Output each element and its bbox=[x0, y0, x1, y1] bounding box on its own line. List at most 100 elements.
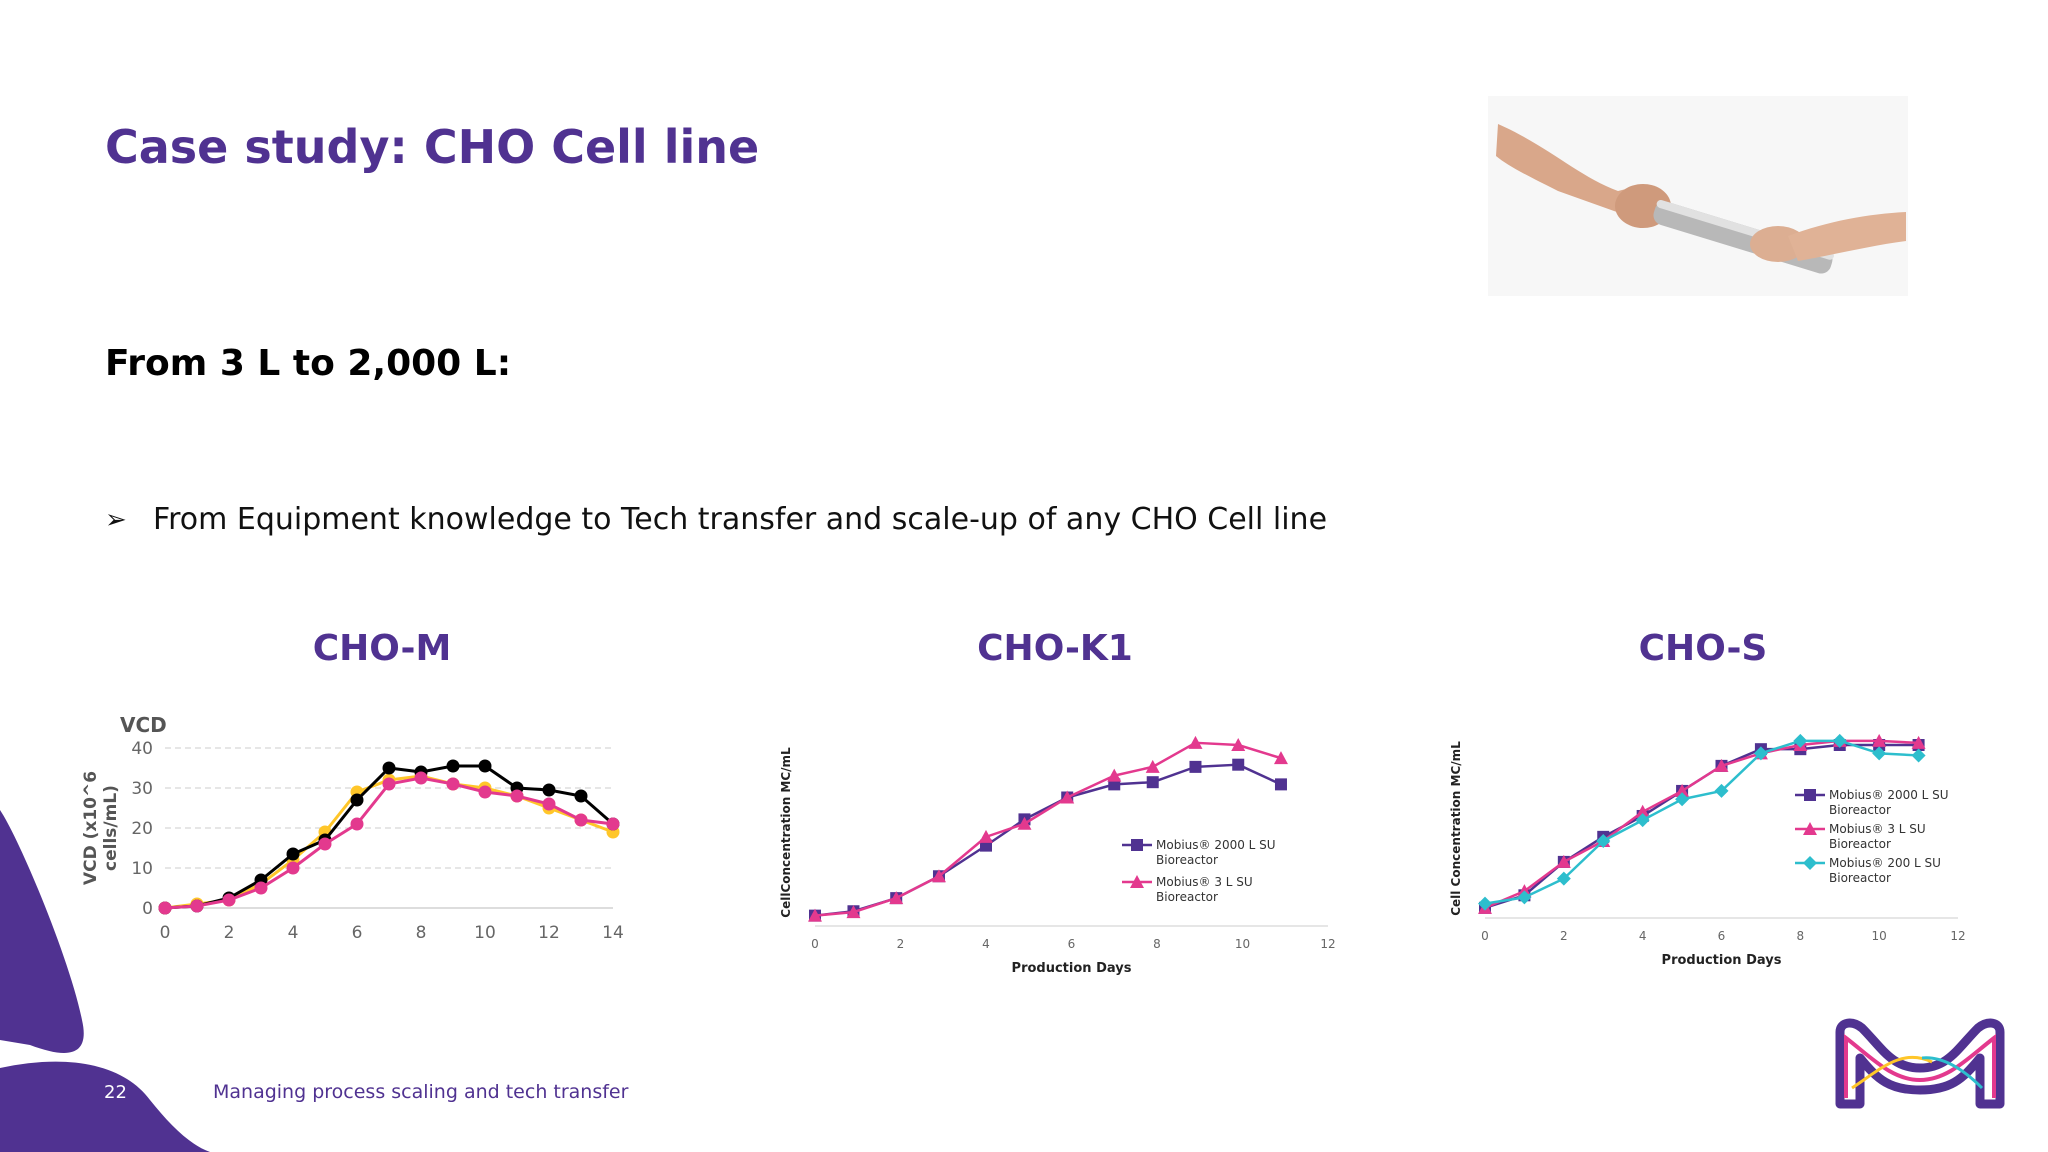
legend-label-line2: Bioreactor bbox=[1156, 853, 1218, 867]
bullet-text: From Equipment knowledge to Tech transfe… bbox=[153, 502, 1328, 537]
page-number: 22 bbox=[104, 1082, 127, 1103]
x-tick-label: 6 bbox=[352, 923, 363, 943]
x-tick-label: 4 bbox=[982, 937, 990, 951]
x-tick-label: 6 bbox=[1068, 937, 1076, 951]
chart-title-cho-s: CHO-S bbox=[1638, 628, 1768, 669]
section-subtitle: From 3 L to 2,000 L: bbox=[105, 343, 512, 384]
x-tick-label: 12 bbox=[1320, 937, 1335, 951]
data-point bbox=[1793, 733, 1808, 748]
data-point bbox=[1635, 804, 1650, 818]
legend-label-line2: Bioreactor bbox=[1829, 803, 1891, 817]
data-point bbox=[446, 777, 460, 791]
data-point bbox=[382, 777, 396, 791]
x-tick-label: 0 bbox=[1481, 929, 1489, 943]
data-point bbox=[510, 789, 524, 803]
x-tick-label: 12 bbox=[1950, 929, 1965, 943]
legend-marker bbox=[1804, 789, 1816, 801]
data-point bbox=[1911, 748, 1926, 763]
data-point bbox=[222, 893, 236, 907]
x-tick-label: 4 bbox=[1639, 929, 1647, 943]
data-point bbox=[1232, 758, 1245, 771]
x-axis-label: Production Days bbox=[1012, 961, 1132, 976]
x-tick-label: 8 bbox=[1153, 937, 1161, 951]
cho-k1-chart: 0 2 4 6 8 10 12 Production Days CellConcentratio… bbox=[779, 735, 1336, 976]
data-point bbox=[414, 771, 428, 785]
legend-label-line2: Bioreactor bbox=[1829, 837, 1891, 851]
legend-label: Mobius® 2000 L SU bbox=[1829, 788, 1949, 802]
page-title: Case study: CHO Cell line bbox=[105, 120, 760, 174]
legend-label-line2: Bioreactor bbox=[1829, 871, 1891, 885]
x-tick-label: 4 bbox=[288, 923, 299, 943]
data-point bbox=[1273, 751, 1288, 765]
data-point bbox=[382, 761, 396, 775]
data-point bbox=[350, 793, 364, 807]
data-point bbox=[1060, 790, 1075, 804]
bullet-item: ➢ From Equipment knowledge to Tech trans… bbox=[105, 502, 1327, 537]
merck-logo-icon bbox=[1835, 1018, 2005, 1109]
data-point bbox=[1231, 738, 1246, 751]
legend-label: Mobius® 3 L SU bbox=[1829, 822, 1926, 836]
data-point bbox=[1107, 768, 1122, 782]
legend-marker bbox=[1130, 875, 1144, 888]
x-axis-label: Production Days bbox=[1662, 953, 1782, 968]
data-point bbox=[1911, 735, 1926, 749]
data-point bbox=[979, 829, 993, 843]
series-line bbox=[164, 774, 614, 910]
x-tick-label: 2 bbox=[897, 937, 905, 951]
data-point bbox=[542, 783, 556, 797]
y-tick-label: 30 bbox=[131, 779, 153, 799]
data-point bbox=[478, 759, 492, 773]
data-point bbox=[889, 891, 904, 905]
data-point bbox=[1189, 760, 1202, 773]
data-point bbox=[606, 817, 620, 831]
data-point bbox=[574, 789, 588, 803]
series-line bbox=[1484, 739, 1919, 905]
x-tick-label: 0 bbox=[160, 923, 171, 943]
legend-label: Mobius® 200 L SU bbox=[1829, 856, 1941, 870]
data-point bbox=[574, 813, 588, 827]
y-axis-label: Cell Concentration MC/mL bbox=[1449, 741, 1463, 916]
data-point bbox=[446, 759, 460, 773]
cho-s-chart: 0 2 4 6 8 10 12 Production Days Cell Concentrati… bbox=[1449, 733, 1966, 968]
x-tick-label: 8 bbox=[416, 923, 427, 943]
arrow-bullet-icon: ➢ bbox=[105, 504, 127, 535]
y-axis-label-line: VCD (x10^6 bbox=[81, 771, 101, 885]
data-point bbox=[1714, 783, 1729, 798]
data-point bbox=[318, 837, 332, 851]
data-point bbox=[846, 905, 861, 919]
data-point bbox=[1596, 834, 1611, 849]
chart-title-cho-k1: CHO-K1 bbox=[977, 628, 1133, 669]
data-point bbox=[478, 785, 492, 799]
data-point bbox=[1872, 733, 1887, 747]
x-tick-label: 10 bbox=[1872, 929, 1887, 943]
data-point bbox=[1478, 896, 1492, 911]
data-point bbox=[1714, 758, 1729, 772]
x-tick-label: 2 bbox=[224, 923, 235, 943]
data-point bbox=[1188, 735, 1203, 749]
series-line bbox=[164, 776, 614, 910]
y-axis-label: VCD (x10^6cells/mL) bbox=[81, 771, 121, 885]
data-point bbox=[158, 901, 172, 915]
x-tick-label: 10 bbox=[1235, 937, 1250, 951]
data-point bbox=[1556, 871, 1571, 886]
data-point bbox=[1635, 813, 1650, 828]
legend-label-line2: Bioreactor bbox=[1156, 890, 1218, 904]
y-axis-label-line: cells/mL) bbox=[101, 785, 121, 871]
cho-m-chart: VCD 0 10 20 30 40 0 2 4 6 8 10 12 14 VCD (x10^6cells/m… bbox=[81, 713, 624, 943]
legend-label: Mobius® 2000 L SU bbox=[1156, 838, 1276, 852]
chart-title-cho-m: CHO-M bbox=[312, 628, 452, 669]
x-tick-label: 8 bbox=[1797, 929, 1805, 943]
footer-title: Managing process scaling and tech transf… bbox=[213, 1081, 629, 1103]
data-point bbox=[1753, 746, 1768, 761]
x-tick-label: 12 bbox=[538, 923, 560, 943]
data-point bbox=[808, 908, 822, 922]
x-tick-label: 2 bbox=[1560, 929, 1568, 943]
data-point bbox=[1146, 776, 1159, 789]
y-tick-label: 40 bbox=[131, 739, 153, 759]
purple-blob-shape bbox=[0, 810, 210, 1152]
handshake-photo bbox=[1488, 96, 1908, 296]
plot-title: VCD bbox=[120, 713, 167, 737]
data-point bbox=[1517, 890, 1532, 905]
x-tick-label: 0 bbox=[811, 937, 819, 951]
y-tick-label: 20 bbox=[131, 819, 153, 839]
